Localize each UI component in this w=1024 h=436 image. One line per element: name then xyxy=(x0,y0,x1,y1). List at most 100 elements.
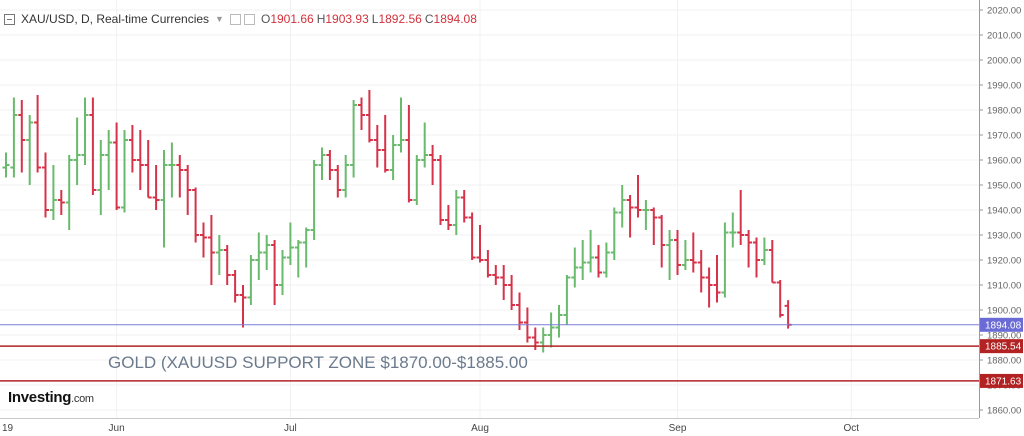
ohlc-bar xyxy=(587,230,595,273)
y-tick-label: 1910.00 xyxy=(987,281,1021,292)
ohlc-bar xyxy=(26,115,34,185)
ohlc-bar xyxy=(421,122,429,168)
brand-suffix: .com xyxy=(71,393,94,405)
ohlc-bar xyxy=(326,150,334,180)
ohlc-bar xyxy=(136,130,144,190)
ohlc-bar xyxy=(184,165,192,215)
ohlc-bar xyxy=(555,305,563,338)
ohlc-bar xyxy=(492,265,500,285)
ohlc-bar xyxy=(286,222,294,265)
ohlc-bar xyxy=(57,190,65,215)
ohlc-bar xyxy=(650,207,658,245)
ohlc-bar xyxy=(302,227,310,268)
x-tick-label: Oct xyxy=(844,423,860,434)
ohlc-bar xyxy=(437,155,444,225)
y-tick-labels: 2020.00 2010.00 2000.00 1990.00 1980.00 1970.… xyxy=(979,6,1021,417)
ohlc-bar xyxy=(674,230,681,275)
open-key: O xyxy=(260,12,271,26)
y-tick-label: 1970.00 xyxy=(987,131,1021,142)
settings-icon[interactable] xyxy=(243,13,255,25)
ohlc-bar xyxy=(176,155,184,198)
y-tick-label: 1880.00 xyxy=(987,356,1021,367)
ohlc-bar xyxy=(310,160,318,240)
investing-logo[interactable]: Investing.com xyxy=(8,389,94,406)
ohlc-bar xyxy=(239,285,247,328)
visibility-icon[interactable] xyxy=(229,13,241,25)
ohlc-bar xyxy=(350,100,358,178)
ohlc-bar xyxy=(215,235,223,275)
ohlc-bar xyxy=(223,245,231,285)
ohlc-bar xyxy=(452,190,460,235)
ohlc-bar xyxy=(89,97,97,195)
ohlc-bar xyxy=(279,250,286,295)
y-tick-label: 2000.00 xyxy=(987,56,1021,67)
support-upper-tag-label: 1885.54 xyxy=(985,342,1022,353)
ohlc-bar xyxy=(705,267,713,308)
ohlc-bar xyxy=(484,250,492,278)
ohlc-bar xyxy=(721,222,729,298)
ohlc-bar xyxy=(168,142,176,198)
ohlc-bar xyxy=(460,190,468,223)
high-value: 1903.93 xyxy=(325,12,369,26)
ohlc-bar xyxy=(49,165,57,220)
ohlc-bar xyxy=(365,90,373,143)
high-key: H xyxy=(316,12,326,26)
y-tick-label: 1860.00 xyxy=(987,406,1021,417)
y-tick-label: 1950.00 xyxy=(987,181,1021,192)
ohlc-bar xyxy=(634,175,642,218)
ohlc-bar xyxy=(602,242,610,278)
x-tick-label: Aug xyxy=(471,423,489,434)
ohlc-bar xyxy=(160,150,168,248)
y-tick-label: 1980.00 xyxy=(987,106,1021,117)
support-upper-tag xyxy=(980,339,1023,354)
low-value: 1892.56 xyxy=(378,12,422,26)
ohlc-bar xyxy=(358,97,365,130)
ohlc-bar xyxy=(666,230,674,280)
current-price-tag xyxy=(980,317,1023,332)
ohlc-bar xyxy=(713,255,721,303)
ohlc-bar xyxy=(689,232,697,273)
ohlc-bar xyxy=(342,155,350,198)
ohlc-bar xyxy=(105,130,113,190)
ohlc-bar xyxy=(18,100,26,173)
ohlc-bar xyxy=(405,105,413,203)
ohlc-bar xyxy=(381,115,389,173)
ohlc-bar xyxy=(263,235,271,270)
price-levels xyxy=(0,324,979,382)
price-tags: 1894.08 1885.54 1871.63 xyxy=(980,317,1023,388)
ohlc-bar xyxy=(745,230,753,268)
ohlc-bar xyxy=(73,117,81,185)
support-zone-label: GOLD (XAUUSD SUPPORT ZONE $1870.00-$1885… xyxy=(108,353,528,372)
ohlc-bar xyxy=(610,207,618,260)
ohlc-bar xyxy=(42,152,49,218)
ohlc-bar xyxy=(192,187,200,243)
ohlc-bar xyxy=(476,225,484,263)
ohlc-bar xyxy=(768,240,776,284)
collapse-icon[interactable] xyxy=(4,13,15,25)
ohlc-bar xyxy=(121,130,128,213)
ohlc-bar xyxy=(658,215,666,268)
ohlc-bar xyxy=(468,212,476,260)
ohlc-bar xyxy=(697,250,705,293)
ohlc-bar xyxy=(152,165,160,210)
ohlc-bar xyxy=(776,280,784,318)
ohlc-bar xyxy=(144,140,152,199)
ohlc-bar xyxy=(271,240,279,305)
ohlc-bar xyxy=(563,275,571,325)
ohlc-bar xyxy=(760,237,768,265)
open-value: 1901.66 xyxy=(270,12,314,26)
ohlc-bar xyxy=(753,237,760,278)
ohlc-bar xyxy=(81,97,89,165)
ohlc-bar xyxy=(539,327,547,353)
y-tick-label: 2010.00 xyxy=(987,31,1021,42)
caret-down-icon[interactable]: ▼ xyxy=(215,14,224,24)
ohlc-bar xyxy=(231,270,239,303)
close-value: 1894.08 xyxy=(433,12,477,26)
ohlc-bar xyxy=(429,145,437,185)
ohlc-bar xyxy=(373,125,381,168)
ohlc-bar xyxy=(294,240,302,278)
price-axis[interactable] xyxy=(0,0,980,419)
symbol-title[interactable]: XAU/USD, D, Real-time Currencies xyxy=(21,12,210,26)
y-tick-label: 1960.00 xyxy=(987,156,1021,167)
